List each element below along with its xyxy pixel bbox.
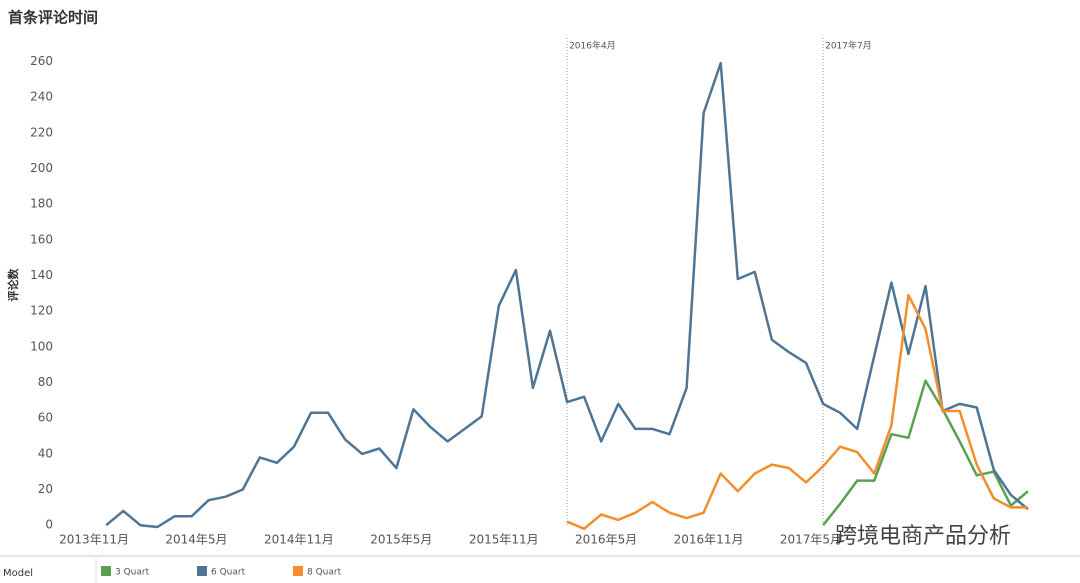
y-tick-label: 260 <box>30 54 53 68</box>
reference-label: 2016年4月 <box>569 40 616 52</box>
y-tick-label: 220 <box>30 125 53 139</box>
chart-title: 首条评论时间 <box>8 9 98 27</box>
series-line <box>822 379 1029 526</box>
x-tick-label: 2013年11月 <box>59 533 129 547</box>
legend-swatch <box>197 566 207 576</box>
y-tick-label: 120 <box>30 304 53 318</box>
y-tick-label: 20 <box>38 482 53 496</box>
y-tick-label: 160 <box>30 232 53 246</box>
legend-title: Model <box>3 568 33 579</box>
y-tick-label: 240 <box>30 90 53 104</box>
y-tick-label: 140 <box>30 268 53 282</box>
series-line <box>105 61 1029 529</box>
legend-label: 8 Quart <box>307 568 342 578</box>
y-tick-label: 180 <box>30 197 53 211</box>
legend-label: 3 Quart <box>115 568 150 578</box>
reference-label: 2017年7月 <box>825 40 872 52</box>
y-tick-label: 100 <box>30 339 53 353</box>
x-tick-label: 2017年5月 <box>780 533 842 547</box>
y-tick-label: 60 <box>38 411 53 425</box>
x-tick-label: 2015年11月 <box>469 533 539 547</box>
y-tick-label: 0 <box>45 518 53 532</box>
y-tick-label: 40 <box>38 446 53 460</box>
y-tick-label: 80 <box>38 375 53 389</box>
y-axis-label: 评论数 <box>6 268 20 302</box>
x-tick-label: 2014年5月 <box>165 533 227 547</box>
x-tick-label: 2016年5月 <box>575 533 637 547</box>
x-tick-label: 2015年5月 <box>370 533 432 547</box>
legend-swatch <box>101 566 111 576</box>
series-line <box>566 293 1028 531</box>
legend-bar <box>0 556 1080 583</box>
watermark: 跨境电商产品分析 <box>835 524 1011 549</box>
y-tick-label: 200 <box>30 161 53 175</box>
x-tick-label: 2014年11月 <box>264 533 334 547</box>
legend-swatch <box>293 566 303 576</box>
x-tick-label: 2016年11月 <box>674 533 744 547</box>
legend-label: 6 Quart <box>211 568 246 578</box>
